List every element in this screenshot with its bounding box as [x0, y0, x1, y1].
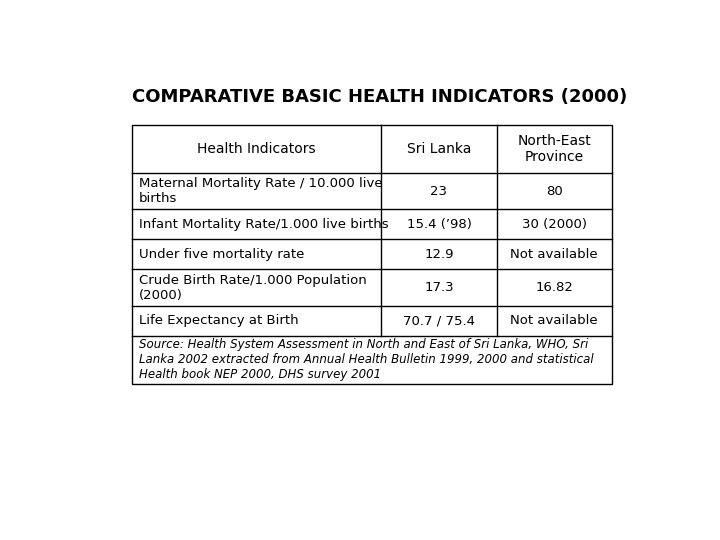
Text: 70.7 / 75.4: 70.7 / 75.4 — [403, 314, 475, 327]
Text: Not available: Not available — [510, 248, 598, 261]
Text: North-East
Province: North-East Province — [517, 134, 591, 164]
Text: Infant Mortality Rate/1.000 live births: Infant Mortality Rate/1.000 live births — [138, 218, 388, 231]
Text: Health Indicators: Health Indicators — [197, 142, 316, 156]
Text: 30 (2000): 30 (2000) — [522, 218, 587, 231]
Text: Life Expectancy at Birth: Life Expectancy at Birth — [138, 314, 298, 327]
Text: Maternal Mortality Rate / 10.000 live
births: Maternal Mortality Rate / 10.000 live bi… — [138, 177, 382, 205]
Text: Under five mortality rate: Under five mortality rate — [138, 248, 304, 261]
Text: 17.3: 17.3 — [424, 281, 454, 294]
Text: Sri Lanka: Sri Lanka — [407, 142, 471, 156]
Text: 16.82: 16.82 — [535, 281, 573, 294]
Text: 12.9: 12.9 — [424, 248, 454, 261]
Text: Not available: Not available — [510, 314, 598, 327]
Text: Crude Birth Rate/1.000 Population
(2000): Crude Birth Rate/1.000 Population (2000) — [138, 274, 366, 302]
Text: 23: 23 — [431, 185, 447, 198]
Bar — [132, 125, 612, 384]
Text: 80: 80 — [546, 185, 562, 198]
Text: 15.4 (’98): 15.4 (’98) — [407, 218, 472, 231]
Text: COMPARATIVE BASIC HEALTH INDICATORS (2000): COMPARATIVE BASIC HEALTH INDICATORS (200… — [132, 87, 627, 106]
Text: Source: Health System Assessment in North and East of Sri Lanka, WHO, Sri
Lanka : Source: Health System Assessment in Nort… — [138, 339, 593, 381]
